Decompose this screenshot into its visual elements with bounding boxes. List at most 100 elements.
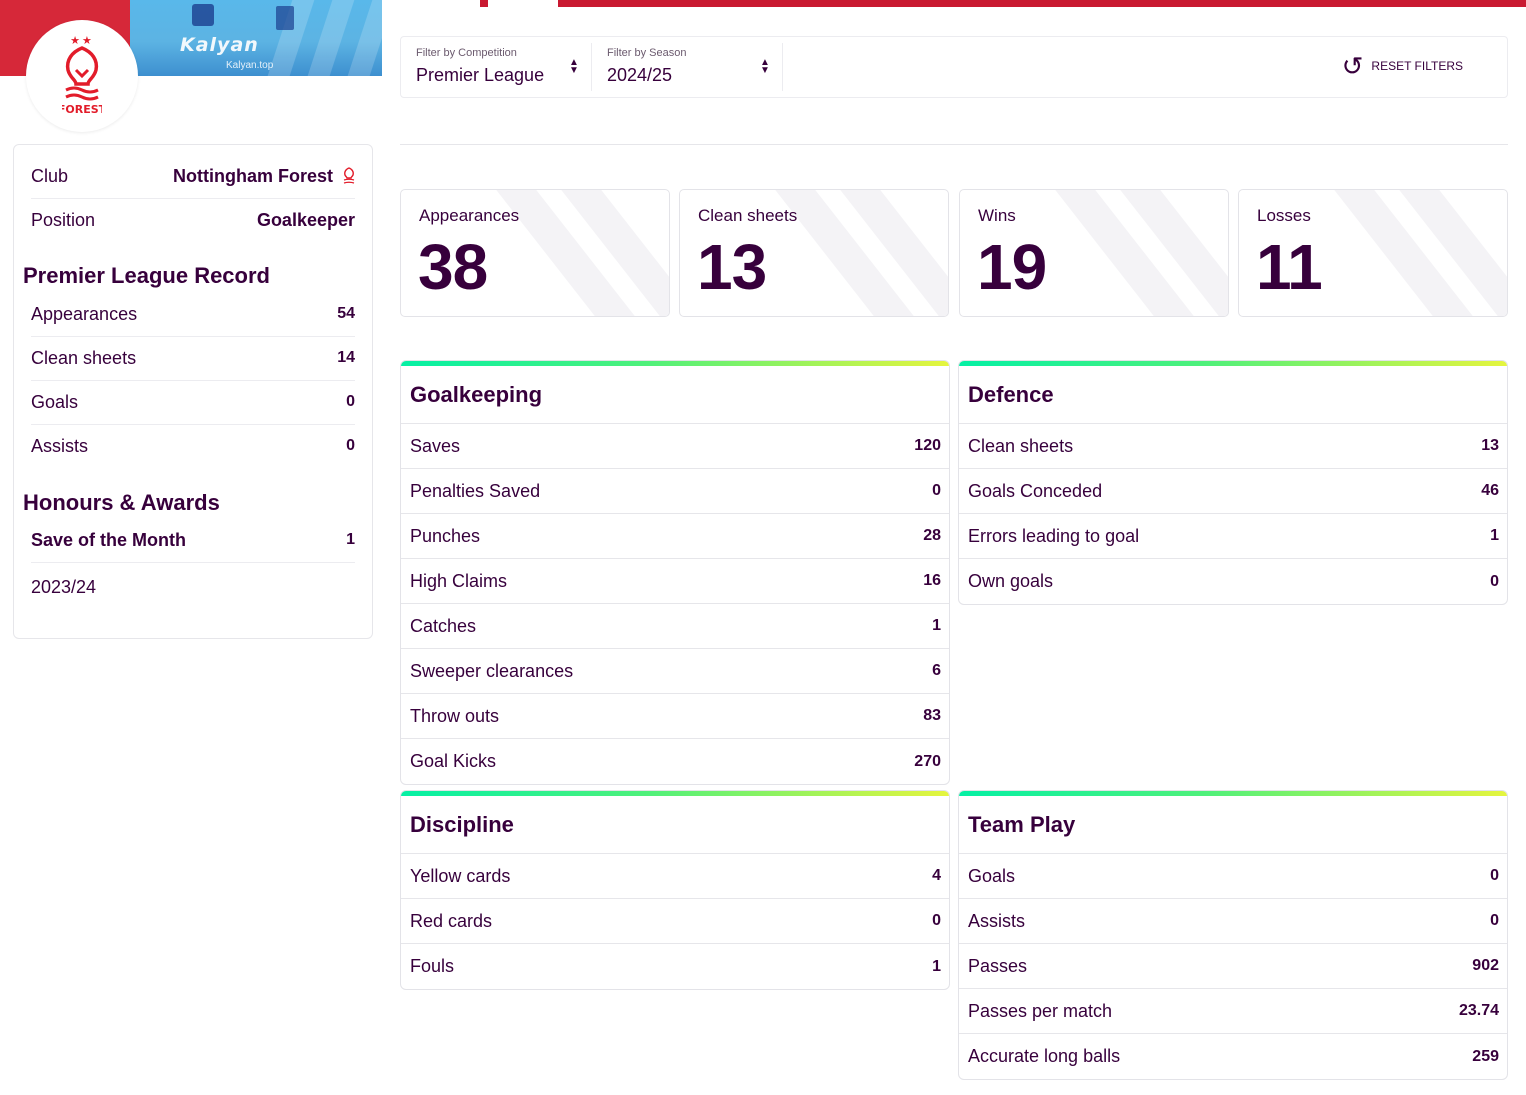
summary-label: Losses <box>1257 206 1311 225</box>
stat-value: 0 <box>932 482 941 499</box>
player-photo: Kalyan Kalyan.top <box>130 0 382 76</box>
summary-value: 11 <box>1256 231 1323 303</box>
reset-filters-label[interactable]: RESET FILTERS <box>1371 59 1463 73</box>
stat-row: Passes per match 23.74 <box>959 989 1507 1034</box>
stat-row: Clean sheets 13 <box>959 424 1507 469</box>
pl-record-row: Appearances 54 <box>31 292 355 336</box>
stat-label: Catches <box>410 615 477 636</box>
chevron-updown-icon[interactable]: ▲ ▼ <box>569 57 579 76</box>
stat-value: 16 <box>923 572 941 589</box>
stat-label: Punches <box>410 525 481 546</box>
tab-indicator-right <box>558 0 1526 7</box>
stat-value: 120 <box>914 437 941 454</box>
stat-row: Assists 0 <box>959 899 1507 944</box>
chevron-updown-icon[interactable]: ▲ ▼ <box>760 57 770 76</box>
club-key: Club <box>31 165 69 186</box>
pl-record-value: 54 <box>337 305 355 322</box>
filter-divider <box>782 43 783 91</box>
position-key: Position <box>31 209 96 230</box>
summary-card-clean-sheets: Clean sheets 13 <box>679 189 949 317</box>
stat-label: Passes <box>968 955 1028 976</box>
club-row[interactable]: Club Nottingham Forest <box>31 154 355 198</box>
award-count: 1 <box>346 531 355 548</box>
divider <box>31 562 355 563</box>
defence-panel: Defence Clean sheets 13 Goals Conceded 46 … <box>958 360 1508 605</box>
summary-value: 38 <box>418 231 488 303</box>
stat-row: Red cards 0 <box>401 899 949 944</box>
season-filter-label: Filter by Season <box>607 47 687 59</box>
summary-card-appearances: Appearances 38 <box>400 189 670 317</box>
stat-row: Throw outs 83 <box>401 694 949 739</box>
reset-filters-button[interactable]: ↺ RESET FILTERS <box>1342 53 1463 79</box>
stat-value: 46 <box>1481 482 1499 499</box>
stat-label: Goal Kicks <box>410 751 497 771</box>
stat-value: 0 <box>1490 912 1499 929</box>
club-value[interactable]: Nottingham Forest <box>173 166 355 187</box>
stat-value: 1 <box>1490 527 1499 544</box>
pl-record-row: Clean sheets 14 <box>31 336 355 380</box>
stat-label: Accurate long balls <box>968 1046 1121 1066</box>
panel-accent-bar <box>959 361 1507 366</box>
competition-filter[interactable]: Filter by Competition Premier League ▲ ▼ <box>401 37 591 97</box>
competition-filter-value[interactable]: Premier League <box>416 65 545 85</box>
stat-row: Fouls 1 <box>401 944 949 989</box>
pl-record-row: Goals 0 <box>31 380 355 424</box>
stat-row: Sweeper clearances 6 <box>401 649 949 694</box>
summary-label: Appearances <box>419 206 520 225</box>
stat-value: 13 <box>1481 437 1499 454</box>
kit-crest <box>276 6 294 30</box>
reset-icon[interactable]: ↺ <box>1341 51 1364 81</box>
summary-card-wins: Wins 19 <box>959 189 1229 317</box>
stat-value: 6 <box>932 662 941 679</box>
stat-row: Accurate long balls 259 <box>959 1034 1507 1079</box>
season-filter[interactable]: Filter by Season 2024/25 ▲ ▼ <box>592 37 782 97</box>
divider <box>31 424 355 425</box>
stat-value: 259 <box>1472 1047 1499 1065</box>
stat-row: Goal Kicks 270 <box>401 739 949 784</box>
pl-record-label: Assists <box>31 435 89 456</box>
summary-card-losses: Losses 11 <box>1238 189 1508 317</box>
summary-label: Clean sheets <box>698 206 798 225</box>
player-overview-card: Club Nottingham Forest Position Goalkeep… <box>13 144 373 639</box>
stat-row: Goals Conceded 46 <box>959 469 1507 514</box>
divider <box>400 144 1508 145</box>
stat-row: High Claims 16 <box>401 559 949 604</box>
page-tab-bar <box>382 0 1526 7</box>
award-row: Save of the Month 1 <box>31 518 355 562</box>
pl-record-label: Appearances <box>31 303 138 324</box>
club-name[interactable]: Nottingham Forest <box>173 165 333 186</box>
divider <box>31 198 355 199</box>
stat-label: Fouls <box>410 956 455 976</box>
stat-value: 23.74 <box>1458 1002 1499 1019</box>
stat-row: Goals 0 <box>959 854 1507 899</box>
stat-label: Goals <box>968 865 1016 886</box>
stat-label: Sweeper clearances <box>410 660 574 681</box>
summary-label: Wins <box>978 206 1016 225</box>
stat-value: 0 <box>1490 572 1499 590</box>
stat-value: 4 <box>932 867 941 884</box>
panel-accent-bar <box>959 791 1507 796</box>
divider <box>31 336 355 337</box>
summary-value: 13 <box>697 231 767 303</box>
award-season-row: 2023/24 <box>31 565 355 609</box>
discipline-panel: Discipline Yellow cards 4 Red cards 0 Foul… <box>400 790 950 990</box>
stat-row: Own goals 0 <box>959 559 1507 604</box>
stat-value: 270 <box>914 752 941 770</box>
stat-label: High Claims <box>410 570 508 591</box>
season-filter-value[interactable]: 2024/25 <box>607 65 673 85</box>
stat-label: Red cards <box>410 910 493 931</box>
stat-label: Saves <box>410 435 461 456</box>
stat-value: 902 <box>1472 957 1499 974</box>
stat-label: Goals Conceded <box>968 480 1103 501</box>
team-play-panel: Team Play Goals 0 Assists 0 Passes 902 Pass… <box>958 790 1508 1080</box>
filter-divider <box>591 43 592 91</box>
stat-row: Penalties Saved 0 <box>401 469 949 514</box>
stat-value: 1 <box>932 617 941 634</box>
panel-title: Discipline <box>401 796 949 854</box>
panel-title: Goalkeeping <box>401 366 949 424</box>
stat-value: 0 <box>932 912 941 929</box>
position-row: Position Goalkeeper <box>31 198 355 242</box>
competition-filter-label: Filter by Competition <box>416 47 517 59</box>
nottingham-forest-crest-icon: FOREST <box>62 46 102 116</box>
panel-title: Team Play <box>959 796 1507 854</box>
